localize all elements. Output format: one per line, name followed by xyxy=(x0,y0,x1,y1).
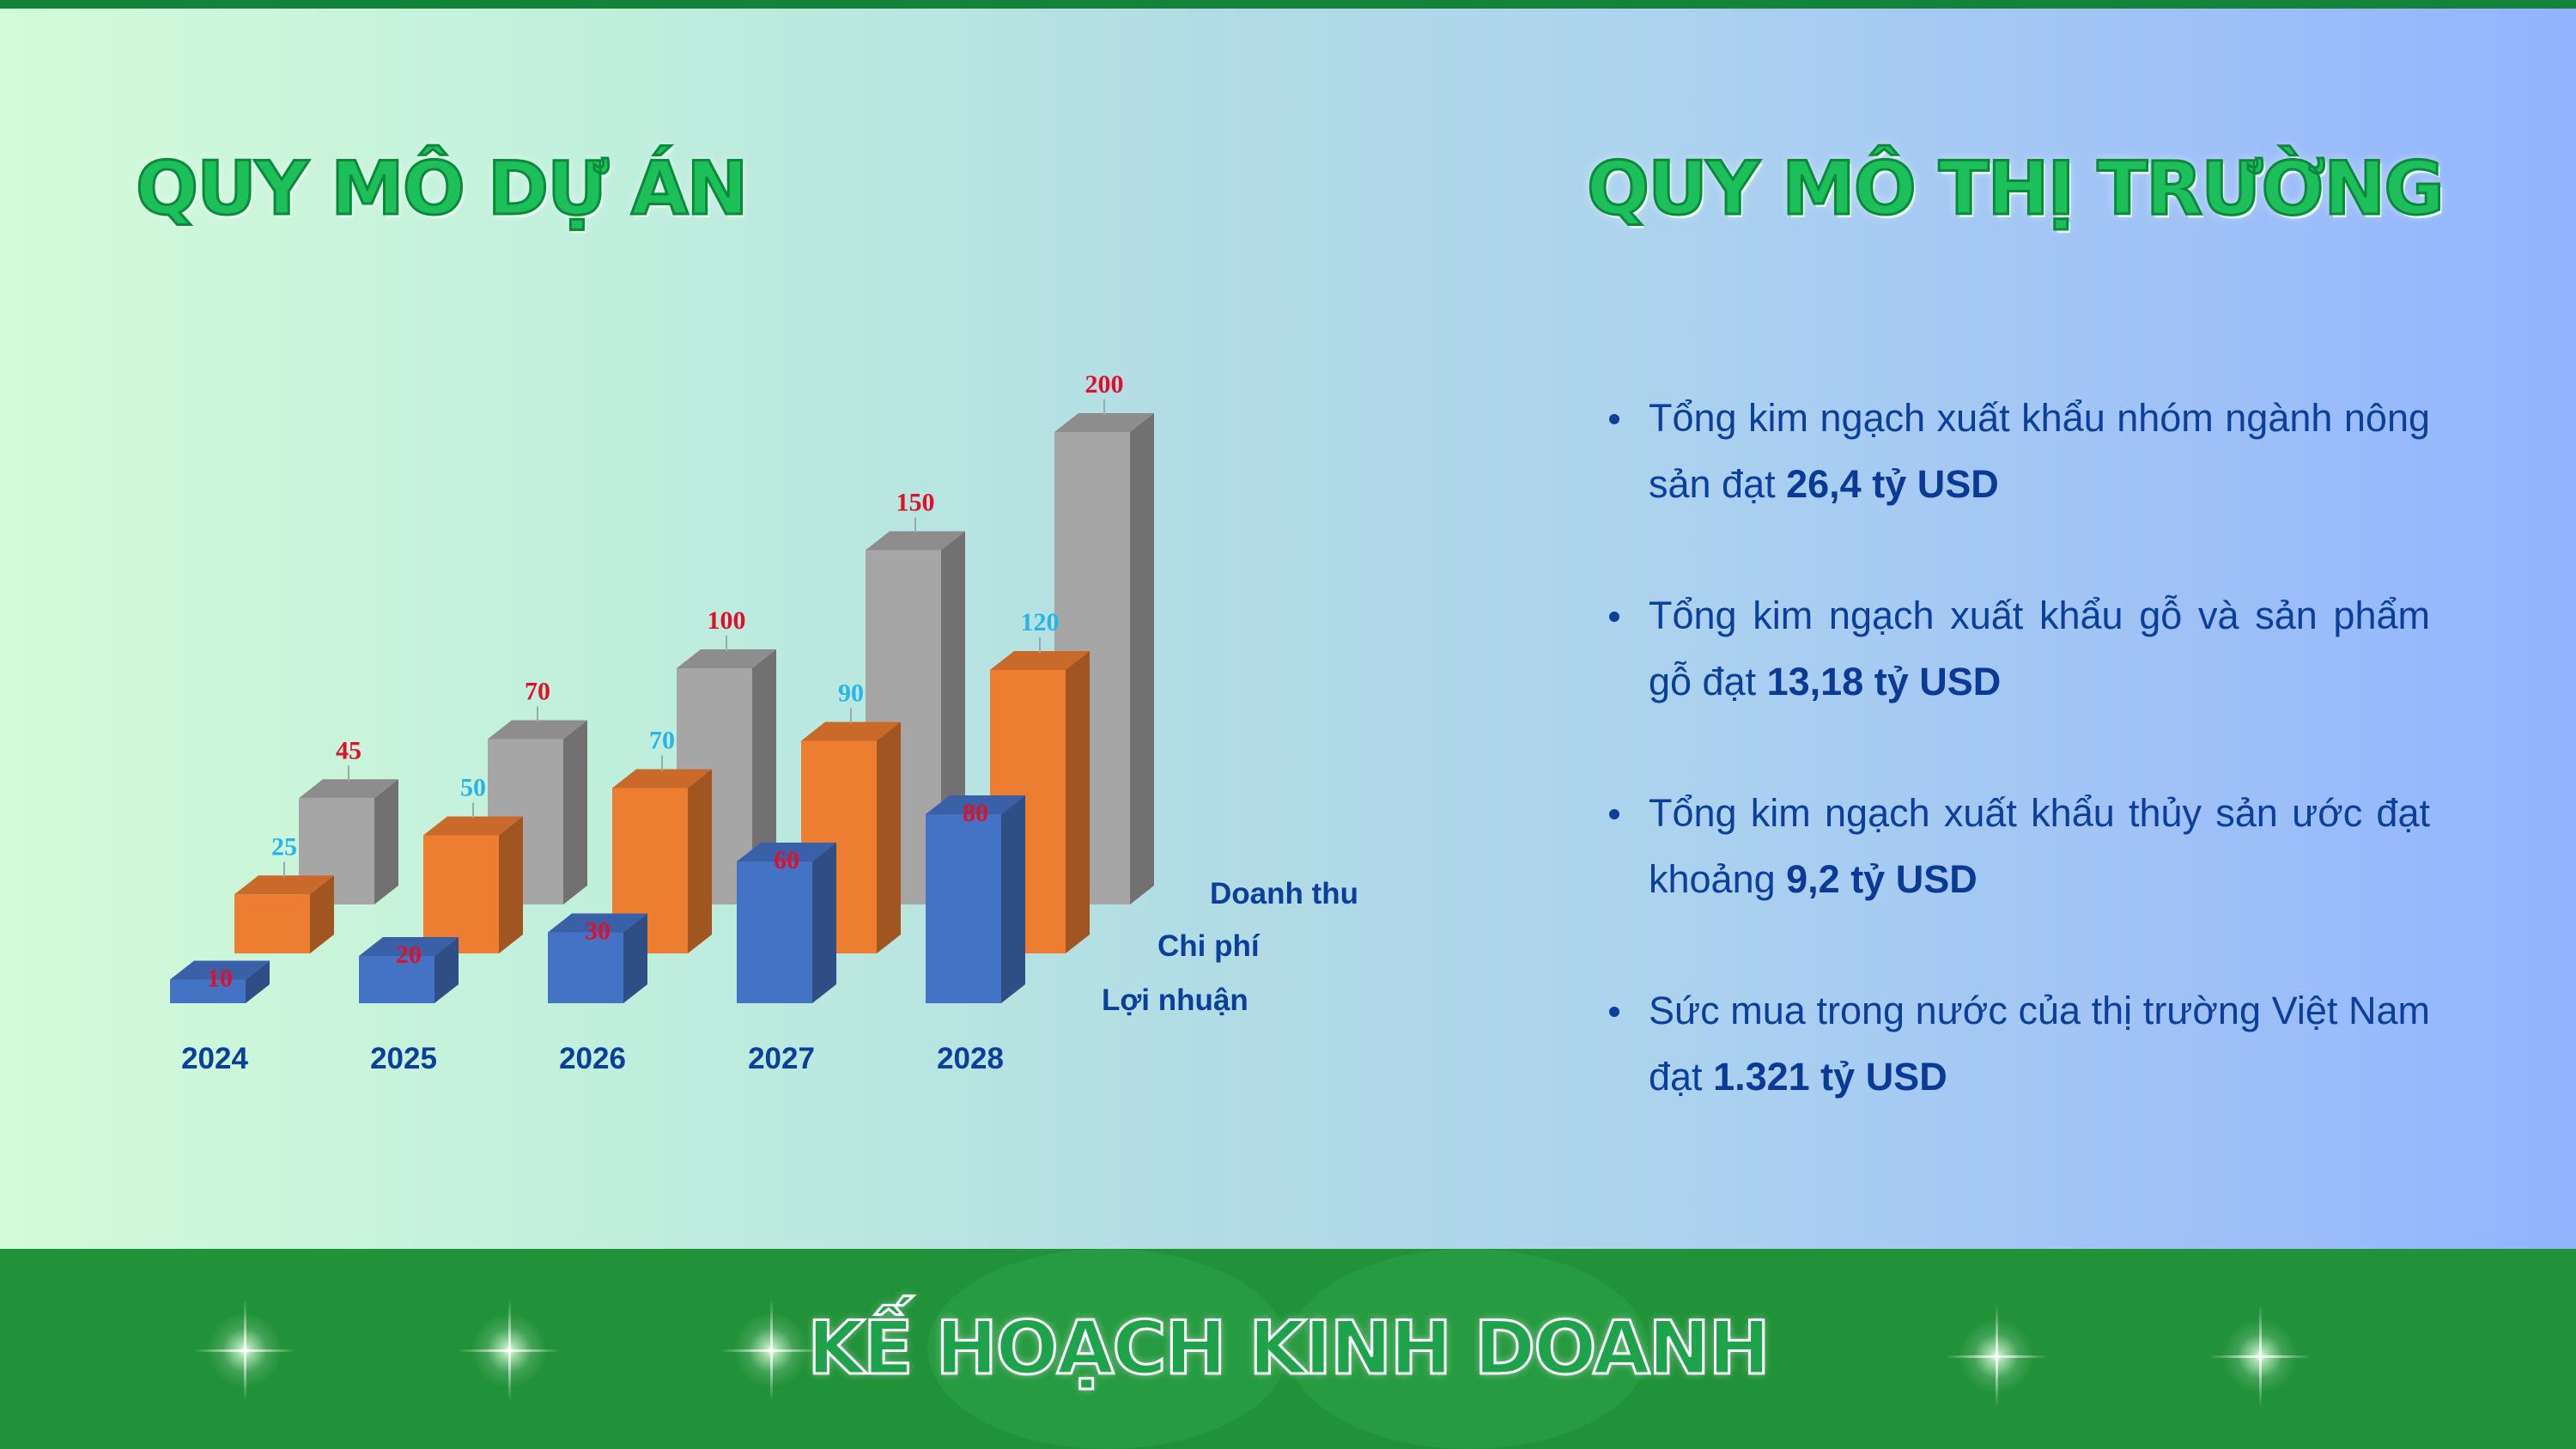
data-label: 20 xyxy=(396,941,422,969)
bar-front xyxy=(737,861,812,1003)
market-fact-item: Tổng kim ngạch xuất khẩu thủy sản ước đạ… xyxy=(1604,780,2430,912)
bar-top xyxy=(488,720,587,740)
bar-side xyxy=(877,721,901,953)
bar-lợi-nhuận-2028 xyxy=(926,795,1025,1003)
market-fact-item: Sức mua trong nước của thị trường Việt N… xyxy=(1604,977,2430,1110)
market-fact-text: Sức mua trong nước của thị trường Việt N… xyxy=(1649,989,2430,1099)
data-label: 25 xyxy=(271,832,297,861)
x-tick-label: 2028 xyxy=(937,1042,1004,1075)
market-fact-text: Tổng kim ngạch xuất khẩu nhóm ngành nông… xyxy=(1649,396,2430,506)
data-label: 70 xyxy=(649,727,675,755)
bar-top xyxy=(423,816,523,836)
bar-top xyxy=(677,649,776,668)
bar-front xyxy=(423,835,499,953)
bar-lợi-nhuận-2024 xyxy=(170,960,270,1003)
bar-chi-phí-2028 xyxy=(990,651,1090,953)
data-label: 90 xyxy=(838,679,864,708)
bar-top xyxy=(612,769,712,788)
project-scale-title: QUY MÔ DỰ ÁN xyxy=(135,145,750,234)
data-label: 100 xyxy=(708,606,746,635)
market-fact-value: 13,18 tỷ USD xyxy=(1766,660,2002,703)
bar-top xyxy=(926,795,1025,814)
footer-arc-left xyxy=(927,1249,1288,1449)
data-label: 50 xyxy=(460,774,486,802)
bar-top xyxy=(1054,413,1154,432)
bar-side xyxy=(812,843,836,1003)
data-label: 10 xyxy=(207,965,233,993)
data-label: 60 xyxy=(774,846,799,874)
data-label: 45 xyxy=(336,736,361,764)
bar-side xyxy=(752,649,776,904)
sparkle-icon xyxy=(2208,1305,2312,1408)
bar-lợi-nhuận-2025 xyxy=(359,937,459,1003)
data-label: 80 xyxy=(963,799,988,827)
data-label: 70 xyxy=(525,678,550,706)
bar-front xyxy=(170,979,246,1003)
sparkle-icon xyxy=(193,1299,296,1402)
bar-top xyxy=(234,875,334,895)
footer-arc-right xyxy=(1288,1249,1649,1449)
bar-side xyxy=(688,769,712,953)
bar-side xyxy=(1066,651,1090,953)
bar-side xyxy=(434,937,459,1003)
bar-chi-phí-2025 xyxy=(423,816,523,953)
project-scale-chart: 45 70 100 150 200 25 50 70 90 120 10 20 30 60 80 2024 20… xyxy=(170,370,1358,1075)
x-tick-label: 2026 xyxy=(559,1042,626,1075)
series-label: Chi phí xyxy=(1157,929,1261,963)
bar-top xyxy=(299,779,398,799)
market-fact-item: Tổng kim ngạch xuất khẩu nhóm ngành nông… xyxy=(1604,385,2430,517)
market-fact-text: Tổng kim ngạch xuất khẩu thủy sản ước đạ… xyxy=(1649,791,2430,901)
bar-side xyxy=(623,913,647,1003)
x-tick-label: 2027 xyxy=(748,1042,815,1075)
market-fact-text: Tổng kim ngạch xuất khẩu gỗ và sản phẩm … xyxy=(1649,594,2430,703)
market-fact-value: 1.321 tỷ USD xyxy=(1713,1055,1947,1099)
series-label: Doanh thu xyxy=(1210,877,1358,910)
market-fact-item: Tổng kim ngạch xuất khẩu gỗ và sản phẩm … xyxy=(1604,582,2430,715)
bar-top xyxy=(359,937,459,956)
bar-side xyxy=(1001,795,1025,1003)
bar-front xyxy=(234,894,310,953)
footer-band xyxy=(0,1249,2576,1449)
sparkle-icon xyxy=(1945,1305,2048,1408)
bar-top xyxy=(990,651,1090,670)
series-label: Lợi nhuận xyxy=(1102,983,1249,1017)
bar-side xyxy=(310,875,334,953)
top-accent-bar xyxy=(0,0,2576,9)
bar-side xyxy=(246,960,270,1003)
bar-front xyxy=(926,814,1001,1003)
x-tick-label: 2024 xyxy=(181,1042,248,1075)
bar-lợi-nhuận-2026 xyxy=(548,913,647,1003)
market-scale-title: QUY MÔ THỊ TRƯỜNG xyxy=(1586,145,2446,234)
data-label: 150 xyxy=(896,489,935,517)
bar-top xyxy=(801,721,901,741)
sparkle-icon xyxy=(458,1299,561,1402)
market-fact-value: 9,2 tỷ USD xyxy=(1786,857,1978,901)
bar-top xyxy=(548,913,647,933)
bar-top xyxy=(866,531,965,551)
footer-title: KẾ HOẠCH KINH DOANH xyxy=(806,1305,1771,1393)
market-fact-value: 26,4 tỷ USD xyxy=(1786,462,1999,506)
bar-side xyxy=(374,779,398,904)
bar-front xyxy=(359,956,434,1003)
data-label: 30 xyxy=(585,917,611,946)
bar-top xyxy=(170,960,270,980)
market-facts-list: Tổng kim ngạch xuất khẩu nhóm ngành nông… xyxy=(1604,385,2430,1175)
x-tick-label: 2025 xyxy=(370,1042,437,1075)
bar-side xyxy=(499,816,523,953)
data-label: 200 xyxy=(1085,370,1124,399)
bar-side xyxy=(1130,413,1154,904)
bar-front xyxy=(548,932,623,1003)
bar-chi-phí-2024 xyxy=(234,875,334,953)
bar-side xyxy=(563,720,587,904)
sparkle-icon xyxy=(720,1299,823,1402)
bar-top xyxy=(737,843,836,861)
bar-lợi-nhuận-2027 xyxy=(737,843,836,1003)
data-label: 120 xyxy=(1021,608,1060,636)
